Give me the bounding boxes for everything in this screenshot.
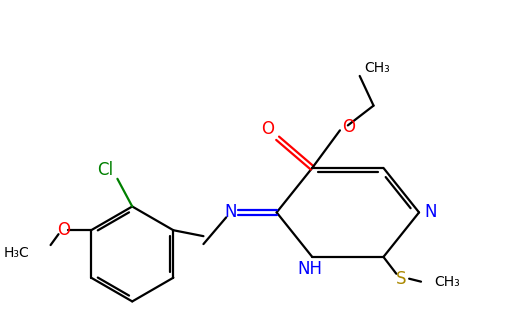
Text: NH: NH bbox=[298, 260, 323, 278]
Text: S: S bbox=[396, 270, 407, 288]
Text: H₃C: H₃C bbox=[4, 246, 30, 260]
Text: O: O bbox=[261, 120, 274, 138]
Text: O: O bbox=[57, 221, 70, 239]
Text: CH₃: CH₃ bbox=[434, 275, 460, 289]
Text: N: N bbox=[224, 204, 237, 222]
Text: Cl: Cl bbox=[97, 161, 114, 179]
Text: CH₃: CH₃ bbox=[365, 61, 390, 75]
Text: O: O bbox=[343, 118, 355, 137]
Text: N: N bbox=[424, 204, 437, 222]
